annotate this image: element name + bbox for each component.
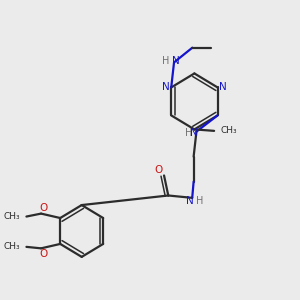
Text: O: O xyxy=(39,203,47,213)
Text: O: O xyxy=(39,249,47,259)
Text: H: H xyxy=(163,56,170,66)
Text: N: N xyxy=(186,196,194,206)
Text: H: H xyxy=(185,128,192,138)
Text: N: N xyxy=(219,82,226,92)
Text: H: H xyxy=(196,196,204,206)
Text: CH₃: CH₃ xyxy=(4,212,20,221)
Text: N: N xyxy=(190,128,198,138)
Text: O: O xyxy=(155,165,163,175)
Text: N: N xyxy=(172,56,179,66)
Text: CH₃: CH₃ xyxy=(220,126,237,135)
Text: N: N xyxy=(162,82,170,92)
Text: CH₃: CH₃ xyxy=(4,242,20,251)
